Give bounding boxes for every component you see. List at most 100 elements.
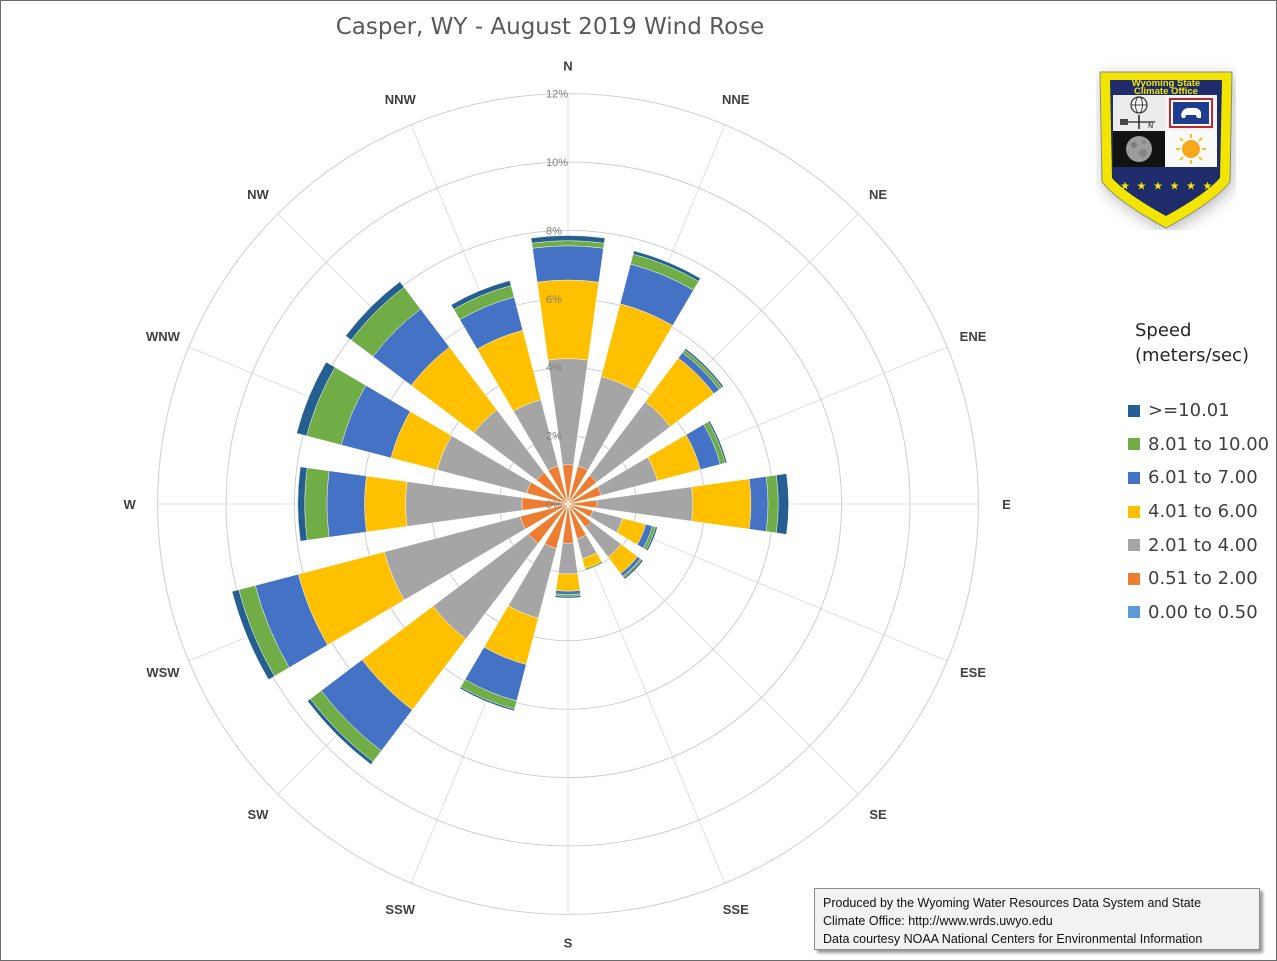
wedge-segment [326, 470, 367, 538]
radial-tick-label: 12% [546, 89, 568, 101]
legend-title-line: (meters/sec) [1135, 345, 1249, 366]
wyoming-flag-icon [1169, 98, 1213, 128]
wedge-segment [776, 473, 789, 535]
direction-label-ene: ENE [960, 329, 987, 344]
radial-tick-label: 6% [546, 294, 562, 306]
legend-title: Speed (meters/sec) [1135, 318, 1273, 368]
wedge-segment [749, 476, 769, 532]
direction-nnw [450, 280, 569, 505]
wedge-segment [530, 235, 606, 244]
star-icon [1186, 181, 1196, 190]
globe-icon [1130, 96, 1148, 114]
direction-label-se: SE [869, 807, 887, 822]
legend-label: 6.01 to 7.00 [1148, 467, 1258, 489]
direction-s [554, 503, 582, 599]
radial-tick-labels: 0% 2% 4% 6% 8% 10% 12% [546, 89, 568, 511]
wedge-segment [547, 358, 589, 466]
radial-tick-label: 4% [546, 362, 562, 374]
legend-swatch [1128, 471, 1140, 484]
star-icon [1203, 181, 1212, 190]
legend-item: 8.01 to 10.00 [1128, 428, 1273, 462]
grid-ring [225, 161, 911, 847]
wedge-segment [405, 481, 523, 527]
direction-wsw [231, 503, 569, 680]
wedge-segment [691, 478, 752, 530]
direction-w [297, 466, 569, 542]
wedge-segment [558, 542, 578, 575]
star-icon [1153, 181, 1163, 190]
direction-labels: N NNE NE ENE E ESE SE SSE S SSW SW WSW W WNW NW NNW [123, 59, 1011, 951]
credits-line: Climate Office: http://www.wrds.uwyo.edu [823, 914, 1053, 928]
wedge-segment [297, 466, 308, 542]
legend-item: 4.01 to 6.00 [1128, 495, 1273, 529]
legend-item: 6.01 to 7.00 [1128, 461, 1273, 495]
legend-items: >=10.01 8.01 to 10.00 6.01 to 7.00 4.01 to … [1128, 394, 1273, 629]
direction-label-ne: NE [869, 187, 887, 202]
radial-tick-label: 2% [546, 431, 562, 443]
wedge-segment [231, 589, 275, 680]
direction-ene [567, 420, 728, 505]
legend-label: 0.51 to 2.00 [1148, 568, 1258, 590]
direction-label-wsw: WSW [146, 665, 180, 680]
legend-swatch [1128, 572, 1140, 585]
logo-text-line1: Wyoming State [1132, 78, 1200, 89]
direction-label-nne: NNE [722, 92, 750, 107]
direction-ese [567, 503, 658, 552]
svg-text:N: N [1148, 122, 1153, 130]
direction-se [567, 503, 644, 580]
legend-label: 2.01 to 4.00 [1148, 534, 1258, 556]
direction-sse [567, 503, 603, 571]
wedge-segment [584, 561, 603, 571]
direction-label-e: E [1002, 497, 1011, 512]
wedge-segment [296, 361, 336, 437]
star-icon [1170, 181, 1179, 190]
direction-label-sse: SSE [723, 902, 749, 917]
direction-nne [567, 250, 701, 505]
moon-icon [1126, 136, 1152, 162]
direction-label-s: S [564, 935, 573, 950]
legend: Speed (meters/sec) >=10.01 8.01 to 10.00 6… [1128, 318, 1273, 629]
direction-ssw [459, 503, 569, 712]
wedge-segment [684, 348, 724, 388]
wedge-segment [623, 559, 644, 580]
direction-label-sw: SW [248, 807, 270, 822]
wedge-segment [532, 245, 604, 283]
direction-label-w: W [123, 497, 136, 512]
star-icon [1120, 181, 1130, 190]
legend-swatch [1128, 438, 1140, 451]
credits-line: Produced by the Wyoming Water Resources … [823, 896, 1202, 910]
legend-label: >=10.01 [1148, 400, 1230, 422]
legend-swatch [1128, 539, 1140, 552]
direction-label-n: N [563, 59, 572, 74]
direction-nw [345, 281, 569, 505]
credits-box: Produced by the Wyoming Water Resources … [814, 888, 1260, 950]
direction-label-nnw: NNW [385, 92, 417, 107]
legend-label: 0.00 to 0.50 [1148, 601, 1258, 623]
direction-e [567, 473, 789, 535]
grid-ring [293, 229, 843, 779]
legend-item: 2.01 to 4.00 [1128, 528, 1273, 562]
direction-label-ssw: SSW [385, 902, 415, 917]
wedge-segment [304, 467, 330, 541]
wedge-segment [555, 573, 581, 592]
wedge-segment [554, 595, 582, 599]
star-icon [1137, 181, 1146, 190]
legend-label: 8.01 to 10.00 [1148, 433, 1270, 455]
direction-label-wnw: WNW [146, 329, 181, 344]
radial-tick-label: 0% [546, 499, 562, 511]
legend-item: 0.51 to 2.00 [1128, 562, 1273, 596]
radial-tick-label: 8% [546, 225, 562, 237]
logo-stars [1120, 181, 1212, 190]
legend-item: 0.00 to 0.50 [1128, 596, 1273, 630]
legend-title-line: Speed [1135, 320, 1192, 341]
grid-ring [157, 93, 979, 915]
wedge-segment [450, 280, 512, 310]
direction-ne [567, 348, 724, 505]
sun-icon [1176, 134, 1206, 164]
wedge-segment [555, 590, 581, 595]
logo-text-line2: Climate Office [1134, 86, 1198, 97]
climate-office-logo: N Wyoming State Climate Office [1099, 71, 1234, 230]
direction-label-ese: ESE [960, 665, 986, 680]
wedge-segment [345, 281, 405, 341]
